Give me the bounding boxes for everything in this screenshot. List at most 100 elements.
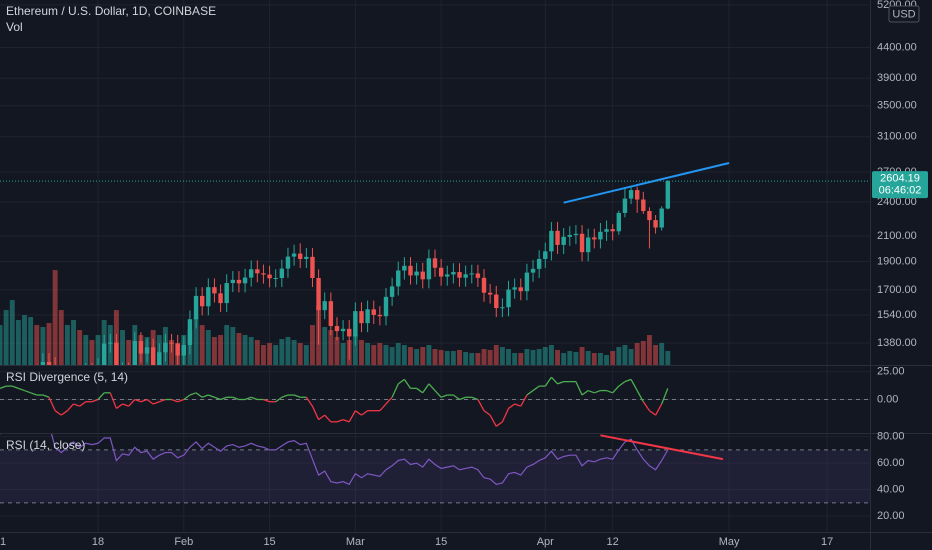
candle-body (291, 253, 297, 257)
candle-body (518, 287, 523, 292)
volume-bar (567, 351, 573, 365)
candle-body (218, 293, 223, 304)
candle-body (389, 286, 395, 297)
y-tick-label: 25.00 (877, 365, 905, 377)
candle-body (273, 277, 278, 279)
volume-bar (34, 325, 40, 365)
volume-bar (261, 345, 266, 365)
candle-body (181, 345, 187, 356)
candle-body (199, 295, 205, 307)
indicator-segment (624, 378, 632, 383)
indicator-segment (544, 376, 552, 387)
indicator-segment (128, 399, 136, 407)
candle-body (285, 256, 291, 269)
candle-body (193, 295, 199, 320)
candle-body (653, 220, 658, 228)
indicator-segment (575, 381, 583, 396)
volume-bar (211, 337, 217, 365)
candle-body (481, 277, 487, 293)
candle-body (634, 190, 640, 200)
y-tick-label: 3500.00 (877, 100, 917, 112)
volume-bar (297, 343, 303, 365)
candle-body (451, 272, 456, 275)
candle-body (157, 352, 162, 365)
volume-bar (646, 335, 652, 365)
volume-bar (291, 340, 297, 365)
y-tick-label: 3900.00 (877, 72, 917, 84)
volume-bar (597, 353, 603, 365)
volume-bar (493, 345, 499, 365)
price-pane (0, 162, 870, 365)
indicator-segment (520, 394, 528, 407)
trend-line (600, 434, 724, 461)
currency[interactable]: USD (892, 8, 915, 20)
candle-body (628, 190, 634, 199)
indicator-segment (336, 418, 344, 423)
indicator-segment (459, 396, 466, 401)
volume-bar (9, 300, 15, 365)
candle-body (242, 277, 248, 284)
candle-body (463, 274, 468, 278)
volume-bar (604, 355, 609, 365)
volume-bar (530, 350, 536, 365)
volume-bar (15, 320, 21, 365)
indicator-segment (587, 389, 595, 394)
candle-body (457, 272, 462, 278)
candle-body (328, 301, 334, 327)
candle-body (530, 268, 536, 273)
volume-bar (377, 343, 383, 365)
indicator-segment (208, 394, 215, 398)
candle-body (138, 340, 144, 354)
indicator-segment (636, 390, 644, 403)
y-tick-label: 1540.00 (877, 309, 917, 321)
indicator-segment (618, 381, 626, 387)
y-tick-label: 3100.00 (877, 131, 917, 143)
volume-bar (659, 343, 665, 365)
volume-bar (46, 323, 52, 365)
volume-bar (328, 330, 334, 365)
candle-body (592, 237, 597, 240)
x-tick-label: Apr (537, 536, 554, 548)
indicator-segment (526, 390, 534, 396)
candle-body (524, 272, 530, 292)
volume-bar (40, 327, 46, 365)
candle-body (108, 342, 113, 344)
candle-body (585, 237, 591, 253)
indicator-segment (452, 394, 460, 401)
volume-bar (573, 352, 579, 365)
volume-bar (22, 315, 27, 365)
volume-bar (542, 347, 548, 365)
candle-body (224, 283, 229, 304)
indicator-segment (140, 398, 148, 403)
indicator-segment (263, 398, 270, 403)
volume-bar (340, 343, 346, 365)
indicator-segment (116, 403, 123, 409)
indicator-segment (42, 394, 50, 398)
indicator-segment (477, 399, 485, 411)
y-tick-label: 80.00 (877, 431, 905, 443)
volume-bar (58, 310, 64, 365)
volume-bar (126, 340, 132, 365)
volume-bar (199, 325, 205, 365)
indicator-segment (122, 403, 129, 407)
chart-title: Ethereum / U.S. Dollar, 1D, COINBASE (6, 4, 216, 18)
indicator-segment (214, 396, 221, 401)
volume-bar (548, 345, 554, 365)
y-tick-label: 60.00 (877, 457, 905, 469)
candle-body (40, 361, 46, 365)
candle-body (298, 253, 303, 259)
indicator-segment (471, 396, 479, 401)
candle-body (555, 230, 560, 245)
candle-body (469, 273, 474, 275)
currency-box[interactable] (888, 5, 920, 23)
indicator-segment (483, 410, 491, 416)
candle-body (236, 279, 242, 284)
volume-bar (591, 353, 597, 365)
indicator-segment (201, 394, 209, 398)
volume-bar (120, 330, 125, 365)
indicator-segment (495, 421, 503, 427)
candle-body (579, 233, 585, 253)
indicator-segment (550, 376, 559, 385)
grid (0, 0, 870, 532)
